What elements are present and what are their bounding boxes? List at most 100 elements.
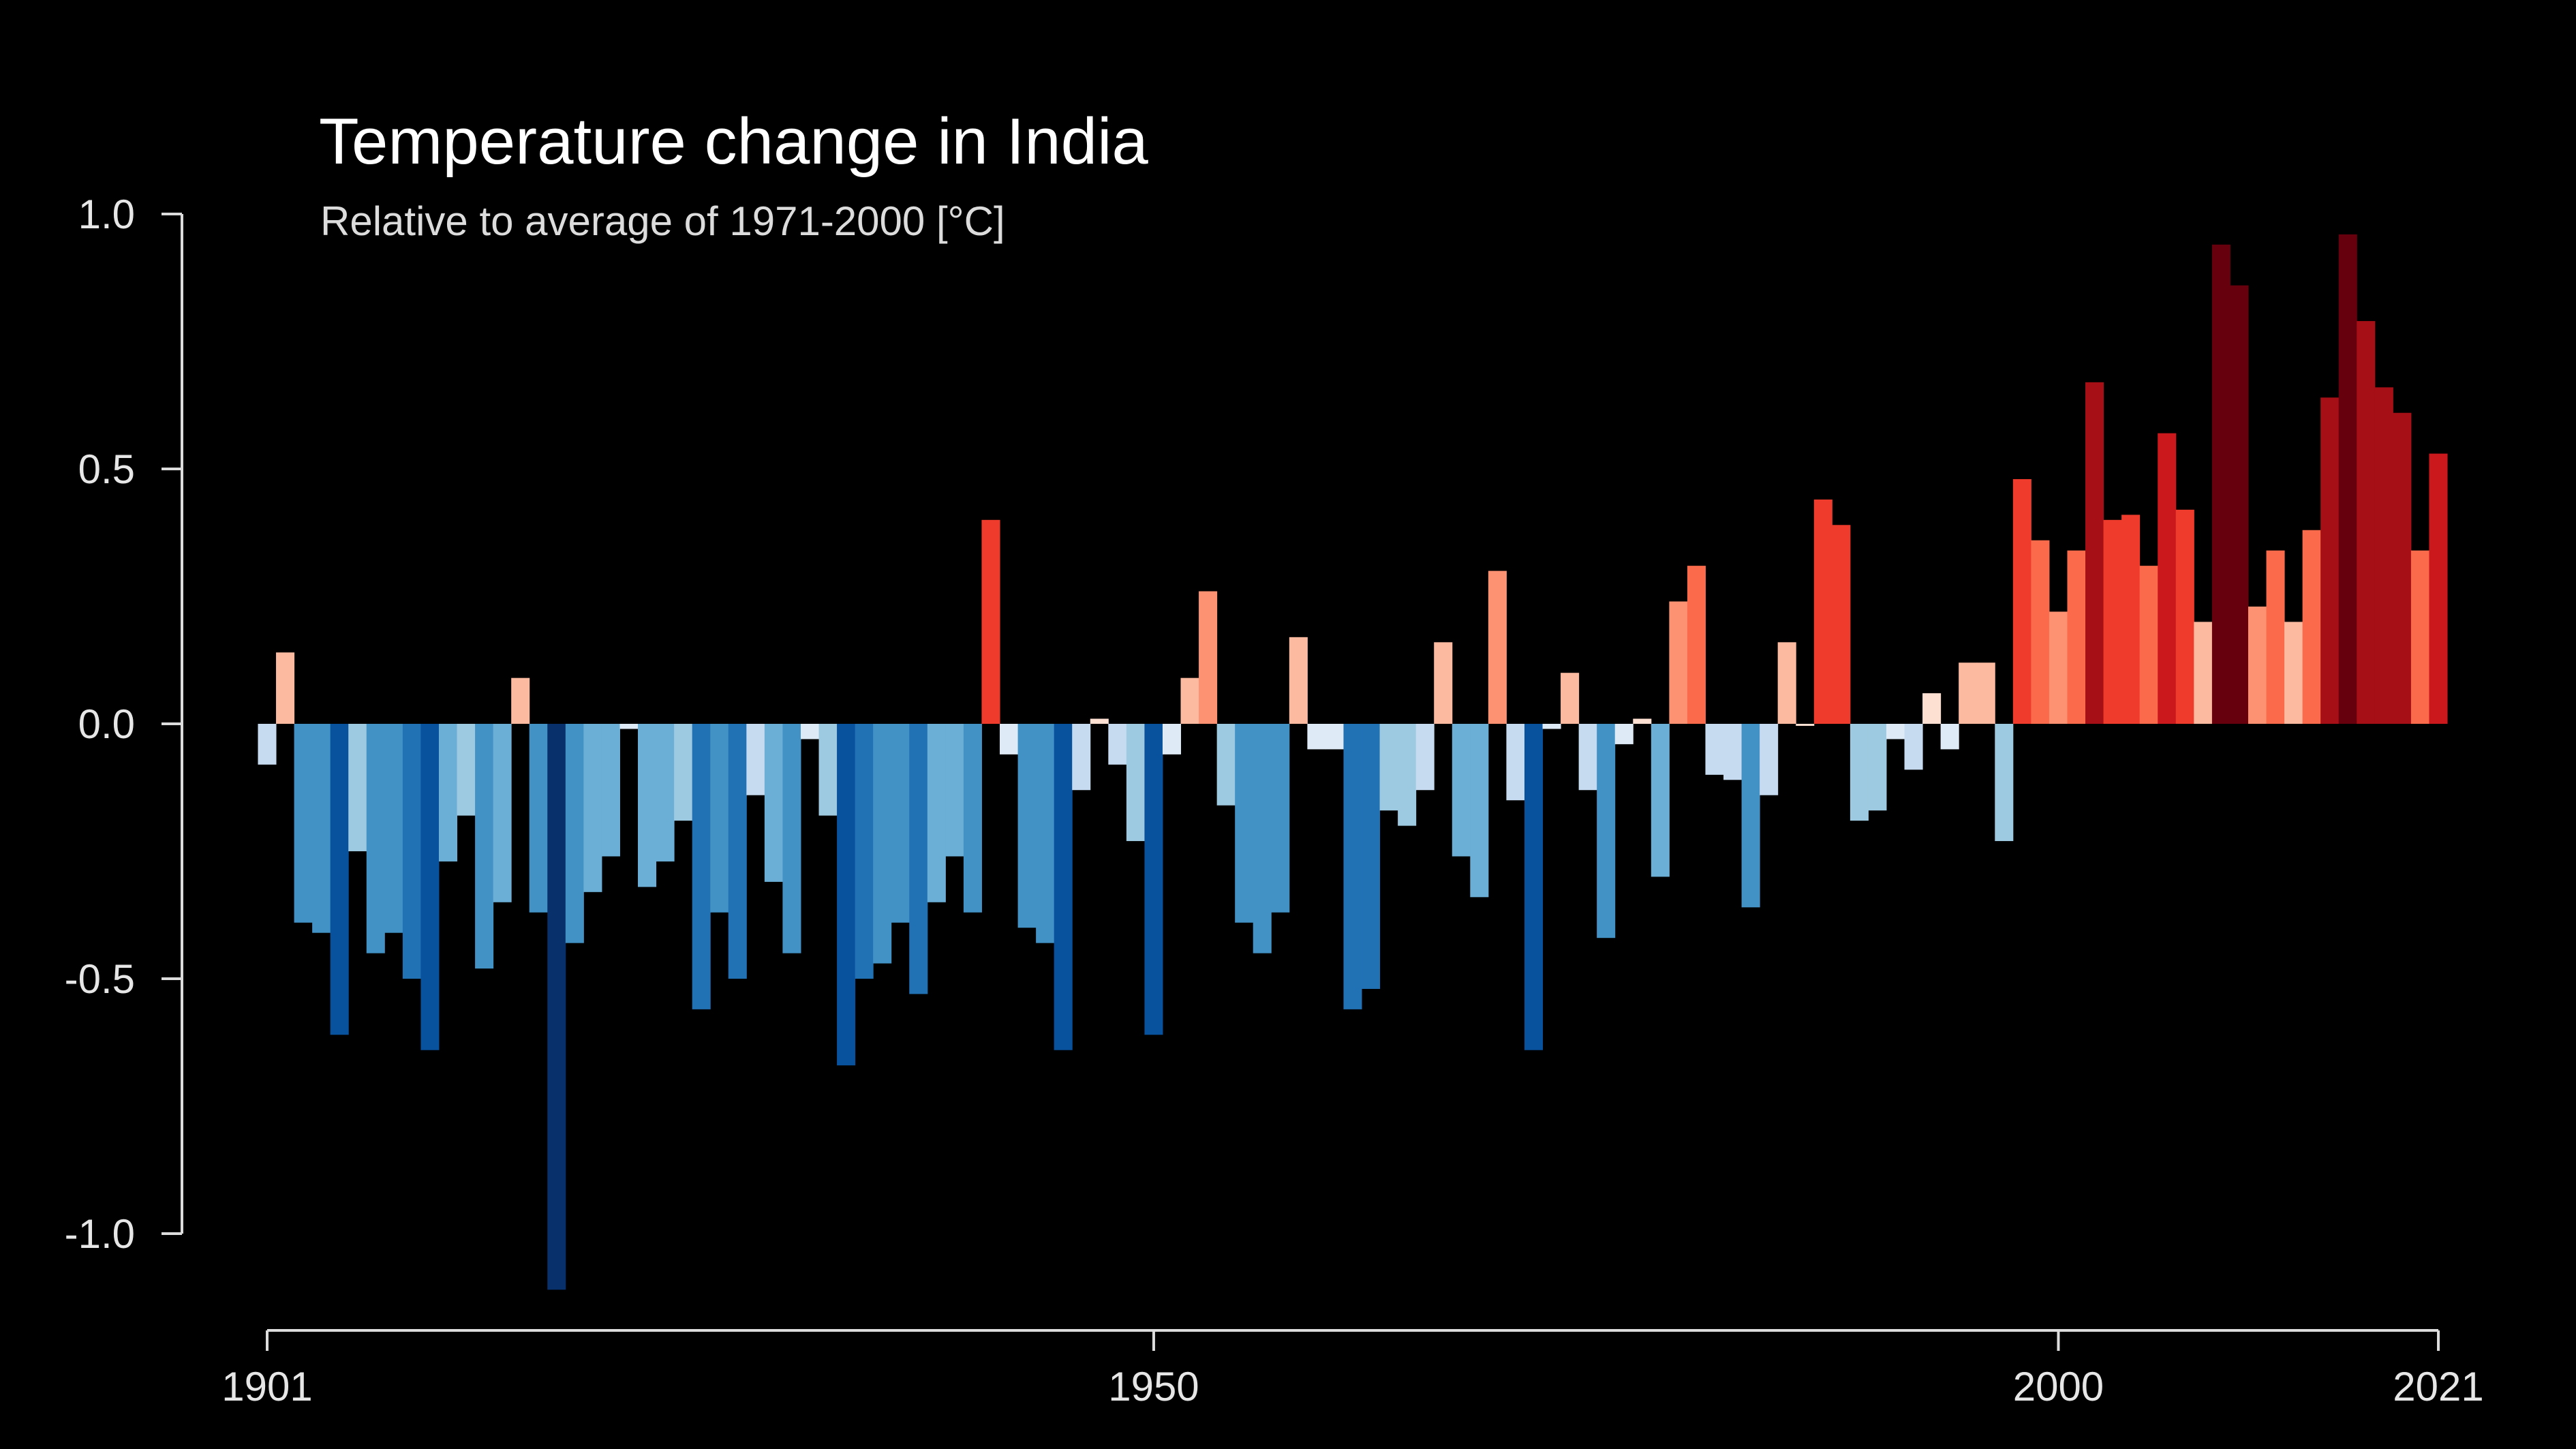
bar-1924	[674, 724, 693, 821]
bar-1975	[1597, 724, 1616, 939]
bar-1958	[1289, 637, 1308, 724]
bar-1984	[1760, 724, 1779, 795]
bar-1981	[1705, 724, 1724, 775]
bar-1945	[1054, 724, 1073, 1050]
bar-1977	[1633, 718, 1652, 724]
y-tick-label: 0.0	[78, 701, 135, 747]
bar-1972	[1542, 724, 1561, 729]
bar-1919	[583, 724, 602, 892]
bar-1980	[1687, 566, 1706, 724]
bar-1970	[1506, 724, 1525, 801]
bar-1910	[420, 724, 440, 1050]
bar-1959	[1307, 724, 1326, 750]
bar-1916	[529, 724, 548, 913]
bar-1940	[963, 724, 982, 913]
bar-1949	[1126, 724, 1145, 842]
bar-1942	[1000, 724, 1019, 754]
bar-1951	[1162, 724, 1182, 754]
bar-2017	[2357, 321, 2376, 724]
bar-1941	[981, 519, 1000, 724]
bar-1968	[1470, 724, 1489, 898]
bar-2019	[2393, 412, 2412, 724]
bar-2006	[2158, 433, 2177, 724]
bar-1913	[475, 724, 494, 969]
bar-2020	[2410, 550, 2429, 724]
y-tick-label: -0.5	[65, 956, 135, 1002]
bar-1943	[1017, 724, 1037, 928]
bar-1963	[1379, 724, 1398, 811]
bar-1944	[1036, 724, 1055, 943]
bar-1969	[1488, 570, 1507, 724]
bar-2014	[2302, 530, 2321, 724]
bar-1983	[1741, 724, 1760, 908]
bar-1964	[1398, 724, 1417, 826]
bar-1928	[746, 724, 765, 795]
x-tick-label: 2021	[2393, 1364, 2483, 1409]
bar-1966	[1434, 642, 1453, 724]
bar-1936	[891, 724, 910, 923]
bar-1920	[601, 724, 620, 857]
bar-1918	[565, 724, 584, 943]
bar-2005	[2139, 566, 2158, 724]
bar-1926	[710, 724, 729, 913]
bar-1957	[1271, 724, 1290, 913]
bar-1912	[457, 724, 476, 816]
bar-1961	[1343, 724, 1362, 1009]
bar-1954	[1216, 724, 1236, 806]
bar-1939	[945, 724, 964, 857]
bar-2016	[2338, 234, 2357, 724]
bar-1965	[1415, 724, 1435, 791]
bar-1962	[1362, 724, 1381, 989]
bar-1932	[818, 724, 838, 816]
bar-1996	[1976, 662, 1995, 724]
bar-1995	[1959, 662, 1978, 724]
bar-1938	[927, 724, 946, 902]
bar-1994	[1940, 724, 1959, 750]
bar-2011	[2248, 606, 2267, 724]
x-tick-label: 1901	[221, 1364, 312, 1409]
bar-1952	[1180, 677, 1199, 724]
bar-1911	[438, 724, 458, 861]
bar-1986	[1796, 724, 1815, 726]
bar-1901	[258, 724, 277, 765]
x-tick-label: 1950	[1108, 1364, 1199, 1409]
x-axis: 1901 1950 2000 2021	[221, 1329, 2484, 1409]
x-tick-label: 2000	[2013, 1364, 2104, 1409]
bars-group	[258, 234, 2448, 1290]
bar-2007	[2175, 509, 2194, 724]
bar-1973	[1561, 673, 1580, 724]
bar-1937	[909, 724, 928, 994]
bar-2015	[2320, 397, 2340, 724]
bar-1927	[728, 724, 747, 979]
y-tick-label: 0.5	[78, 446, 135, 492]
bar-2013	[2284, 622, 2303, 724]
bar-1915	[511, 677, 530, 724]
bar-1934	[855, 724, 874, 979]
bar-2004	[2121, 515, 2141, 724]
bar-2018	[2374, 387, 2393, 724]
bar-2021	[2429, 453, 2448, 724]
bar-2008	[2194, 622, 2213, 724]
bar-1978	[1651, 724, 1670, 877]
bar-2010	[2230, 285, 2249, 724]
bar-1956	[1253, 724, 1272, 954]
bar-1907	[366, 724, 385, 954]
bar-1953	[1199, 591, 1218, 724]
bar-1921	[619, 724, 639, 729]
bar-1955	[1235, 724, 1254, 923]
bar-1979	[1669, 601, 1688, 724]
bar-1998	[2012, 478, 2031, 724]
bar-1982	[1723, 724, 1743, 780]
bar-1960	[1325, 724, 1344, 750]
bar-1993	[1922, 693, 1942, 724]
bar-1976	[1614, 724, 1634, 744]
bar-1935	[873, 724, 892, 964]
y-tick-label: -1.0	[65, 1211, 135, 1257]
bar-2003	[2103, 519, 2122, 724]
bar-1922	[638, 724, 657, 887]
bar-2009	[2211, 244, 2230, 724]
bar-1906	[348, 724, 367, 851]
y-axis: 1.0 0.5 0.0 -0.5 -1.0	[65, 192, 183, 1257]
